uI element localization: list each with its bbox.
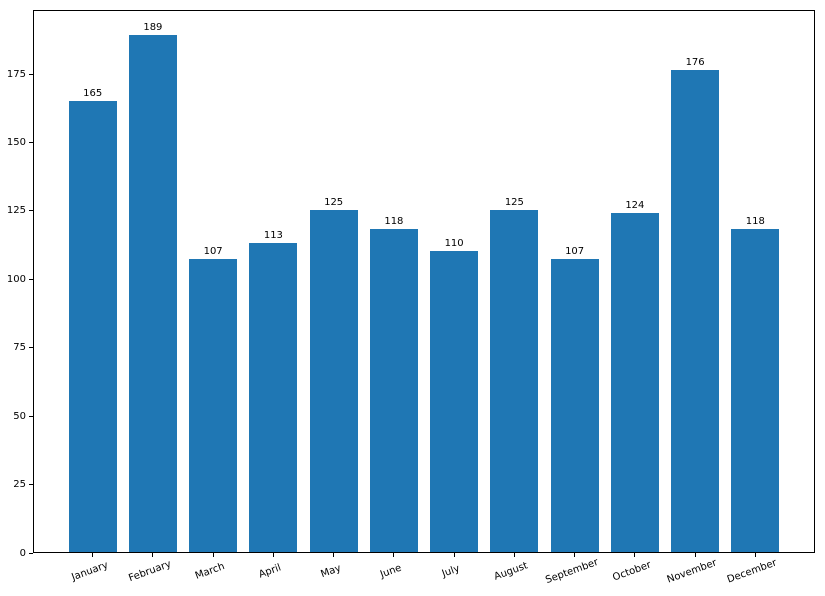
x-tick-mark — [393, 553, 395, 557]
x-tick-mark — [694, 553, 696, 557]
plot-area — [33, 10, 815, 553]
y-tick-mark — [29, 142, 33, 144]
bar-january — [68, 100, 117, 552]
bar-may — [309, 209, 358, 552]
x-tick-label-march: March — [193, 561, 227, 582]
bar-december — [731, 229, 780, 552]
bar-value-label: 113 — [263, 229, 283, 241]
bar-value-label: 107 — [565, 246, 585, 258]
x-tick-label-december: December — [726, 557, 779, 586]
x-tick-mark — [212, 553, 214, 557]
x-tick-label-may: May — [319, 562, 343, 581]
y-tick-label: 100 — [6, 273, 26, 285]
bar-value-label: 107 — [203, 246, 223, 258]
x-tick-label-april: April — [257, 562, 283, 581]
y-tick-label: 25 — [13, 479, 26, 491]
bar-value-label: 124 — [625, 199, 645, 211]
x-tick-label-august: August — [493, 560, 530, 583]
y-tick-label: 50 — [13, 410, 26, 422]
bar-value-label: 125 — [504, 196, 524, 208]
bar-july — [430, 251, 479, 552]
bar-november — [671, 70, 720, 552]
y-tick-label: 150 — [6, 137, 26, 149]
x-tick-label-october: October — [611, 559, 653, 584]
bar-march — [189, 259, 238, 552]
x-tick-mark — [754, 553, 756, 557]
y-tick-mark — [29, 278, 33, 280]
bar-value-label: 118 — [384, 216, 404, 228]
x-tick-mark — [92, 553, 94, 557]
y-tick-mark — [29, 210, 33, 212]
y-tick-label: 175 — [6, 68, 26, 80]
x-tick-label-november: November — [665, 557, 719, 586]
bar-value-label: 165 — [83, 87, 103, 99]
bar-february — [128, 34, 177, 552]
y-tick-label: 125 — [6, 205, 26, 217]
x-tick-mark — [272, 553, 274, 557]
x-tick-mark — [574, 553, 576, 557]
x-tick-mark — [513, 553, 515, 557]
bar-october — [610, 212, 659, 552]
bar-june — [369, 229, 418, 552]
bar-april — [249, 242, 298, 552]
y-tick-mark — [29, 415, 33, 417]
y-tick-label: 0 — [19, 547, 26, 559]
y-tick-mark — [29, 552, 33, 554]
x-tick-label-june: June — [378, 562, 403, 581]
x-tick-mark — [152, 553, 154, 557]
x-tick-label-january: January — [69, 559, 110, 584]
x-tick-mark — [634, 553, 636, 557]
bar-value-label: 110 — [444, 238, 464, 250]
bar-value-label: 176 — [685, 57, 705, 69]
y-tick-mark — [29, 347, 33, 349]
x-tick-label-july: July — [440, 563, 462, 580]
y-tick-mark — [29, 73, 33, 75]
bar-value-label: 189 — [143, 21, 163, 33]
y-tick-mark — [29, 484, 33, 486]
x-tick-mark — [333, 553, 335, 557]
bar-value-label: 118 — [745, 216, 765, 228]
x-tick-label-september: September — [543, 556, 600, 587]
x-tick-mark — [453, 553, 455, 557]
y-tick-label: 75 — [13, 342, 26, 354]
bar-september — [550, 259, 599, 552]
bar-value-label: 125 — [324, 196, 344, 208]
x-tick-label-february: February — [127, 558, 173, 585]
bar-august — [490, 209, 539, 552]
